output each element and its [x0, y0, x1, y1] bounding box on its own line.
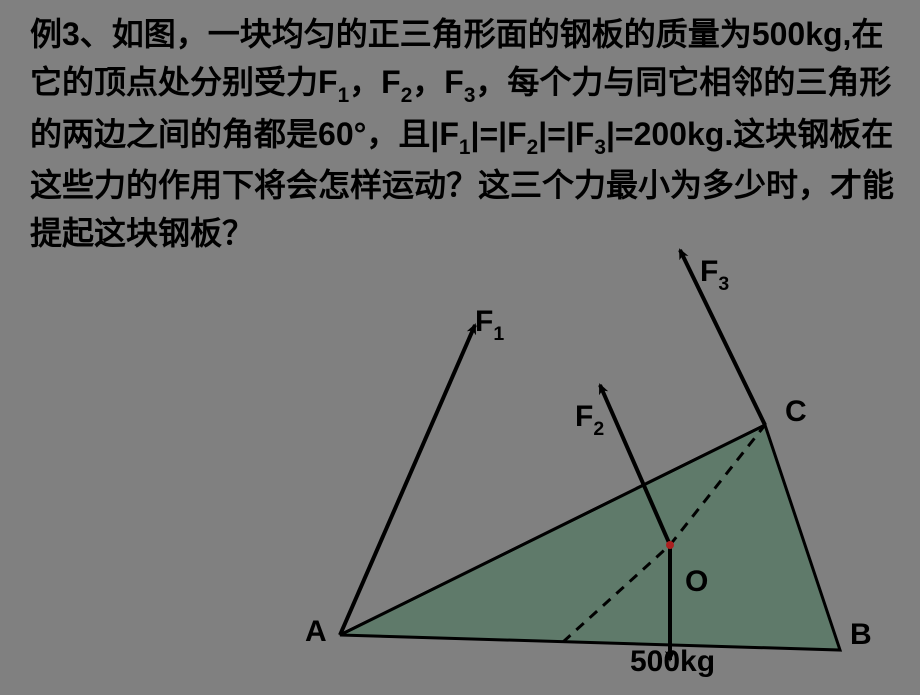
f3-letter: F [700, 255, 718, 288]
vertex-a-label: A [305, 615, 327, 649]
t-e3: 3 [594, 136, 606, 159]
diagram-svg [300, 310, 900, 690]
t-prefix: 例3、如图，一块均匀的正三角形面的钢板的质量为 [30, 16, 752, 52]
t-s3: 3 [464, 84, 476, 107]
force-f3-label: F3 [700, 255, 729, 294]
t-angle: 60° [318, 116, 366, 152]
force-f2-label: F2 [575, 400, 604, 439]
t-s1: 1 [338, 84, 350, 107]
t-mid3: ，且|F [366, 116, 459, 152]
centroid-point [666, 541, 674, 549]
vertex-b-label: B [850, 618, 872, 652]
vertex-c-label: C [785, 395, 807, 429]
t-f1: F [318, 64, 338, 100]
weight-label: 500kg [630, 645, 715, 679]
f2-sub: 2 [593, 418, 604, 440]
force-diagram: A B C O F1 F2 F3 500kg [300, 310, 900, 690]
t-mid5: |=|F [538, 116, 594, 152]
problem-text: 例3、如图，一块均匀的正三角形面的钢板的质量为500kg,在它的顶点处分别受力F… [30, 10, 900, 257]
t-e1: 1 [459, 136, 471, 159]
t-e2: 2 [527, 136, 539, 159]
f1-letter: F [475, 305, 493, 338]
t-c2: ， [412, 64, 444, 100]
force-f1-label: F1 [475, 305, 504, 344]
t-f2: F [381, 64, 401, 100]
f1-sub: 1 [493, 323, 504, 345]
t-f3: F [444, 64, 464, 100]
t-mid4: |=|F [471, 116, 527, 152]
t-mass: 500kg [752, 16, 843, 52]
t-s2: 2 [401, 84, 413, 107]
f2-letter: F [575, 400, 593, 433]
f3-sub: 3 [718, 273, 729, 295]
centroid-label: O [685, 565, 708, 599]
t-c1: ， [349, 64, 381, 100]
